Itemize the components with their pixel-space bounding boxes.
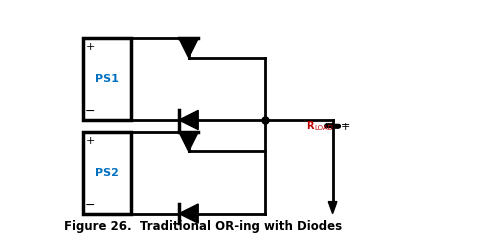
Text: −: − <box>85 198 95 211</box>
Polygon shape <box>179 110 198 130</box>
Text: +: + <box>341 122 350 132</box>
Text: PS1: PS1 <box>95 74 119 84</box>
Text: Figure 26.  Traditional OR-ing with Diodes: Figure 26. Traditional OR-ing with Diode… <box>64 220 341 233</box>
Bar <box>83 38 131 120</box>
Text: −: − <box>85 105 95 118</box>
Text: +: + <box>85 42 95 52</box>
Polygon shape <box>328 202 336 214</box>
Bar <box>83 132 131 214</box>
Text: −: − <box>341 120 350 130</box>
Polygon shape <box>179 204 198 223</box>
Polygon shape <box>179 38 198 58</box>
Text: +: + <box>85 136 95 146</box>
Text: LOAD: LOAD <box>313 125 332 131</box>
Text: R: R <box>306 121 313 131</box>
Text: PS2: PS2 <box>95 168 119 178</box>
Polygon shape <box>179 132 198 151</box>
